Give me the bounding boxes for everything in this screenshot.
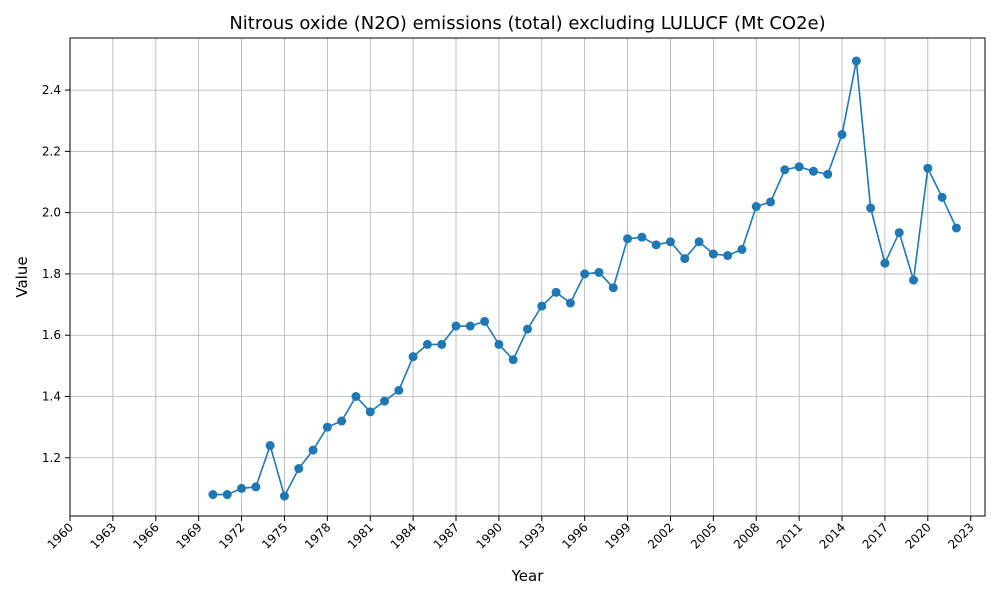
- series: [208, 56, 961, 501]
- data-point-1985: [422, 339, 432, 349]
- data-point-2003: [680, 254, 690, 264]
- data-point-1996: [580, 269, 590, 279]
- data-point-1981: [365, 407, 375, 417]
- data-point-2020: [923, 163, 933, 173]
- data-point-1980: [351, 392, 361, 401]
- data-point-2011: [794, 162, 804, 172]
- data-point-1986: [437, 339, 447, 349]
- y-tick-label: 2.2: [42, 144, 61, 158]
- data-point-1999: [623, 234, 633, 244]
- plot-area-frame: [69, 37, 986, 517]
- data-point-1997: [594, 267, 604, 277]
- data-point-1973: [251, 482, 261, 492]
- data-point-1983: [394, 385, 404, 395]
- data-point-2019: [909, 275, 919, 285]
- data-point-2021: [937, 192, 947, 202]
- data-point-2010: [780, 165, 790, 175]
- data-point-1974: [265, 441, 275, 451]
- data-point-1977: [308, 445, 318, 455]
- data-point-2005: [708, 249, 718, 259]
- data-point-1989: [480, 316, 490, 326]
- x-axis-label: Year: [511, 567, 545, 585]
- data-point-2002: [665, 237, 675, 247]
- data-point-2001: [651, 240, 661, 250]
- data-point-1984: [408, 352, 418, 362]
- data-point-1970: [208, 490, 218, 500]
- data-point-2017: [880, 258, 890, 268]
- y-tick-label: 1.8: [42, 267, 61, 281]
- data-point-1994: [551, 287, 561, 297]
- y-axis-ticks: 1.2 1.4 1.6 1.8 2.0 2.2 2.4: [42, 83, 70, 465]
- data-point-1992: [523, 324, 532, 334]
- data-point-1987: [451, 321, 461, 331]
- data-point-2007: [737, 244, 747, 254]
- y-tick-label: 1.4: [42, 390, 61, 404]
- data-point-2015: [851, 56, 861, 66]
- data-point-1991: [508, 355, 518, 365]
- data-point-2012: [808, 166, 818, 176]
- data-point-1993: [537, 301, 547, 311]
- data-point-2014: [837, 130, 847, 140]
- data-point-2000: [637, 232, 647, 242]
- data-point-1990: [494, 339, 504, 349]
- data-point-1995: [565, 298, 575, 308]
- data-point-1979: [337, 416, 347, 426]
- data-point-2009: [766, 197, 776, 207]
- data-point-2018: [894, 228, 904, 238]
- data-point-1988: [465, 321, 475, 331]
- data-point-2016: [866, 203, 876, 213]
- data-point-1998: [608, 283, 618, 293]
- y-axis-label: Value: [13, 256, 31, 297]
- data-point-1978: [322, 422, 332, 432]
- data-point-2008: [751, 202, 761, 212]
- y-tick-label: 2.4: [42, 83, 61, 97]
- data-point-2022: [951, 223, 961, 233]
- data-point-1976: [294, 464, 304, 474]
- y-tick-label: 1.6: [42, 328, 61, 342]
- y-tick-label: 1.2: [42, 451, 61, 465]
- data-point-1982: [380, 396, 390, 406]
- data-point-2013: [823, 169, 833, 179]
- chart-title: Nitrous oxide (N2O) emissions (total) ex…: [229, 13, 825, 34]
- y-tick-label: 2.0: [42, 206, 61, 220]
- data-point-1971: [222, 490, 232, 500]
- data-point-1972: [237, 483, 247, 493]
- data-point-2006: [723, 251, 733, 261]
- data-point-2004: [694, 237, 704, 247]
- data-point-1975: [279, 491, 289, 501]
- grid: [69, 38, 985, 516]
